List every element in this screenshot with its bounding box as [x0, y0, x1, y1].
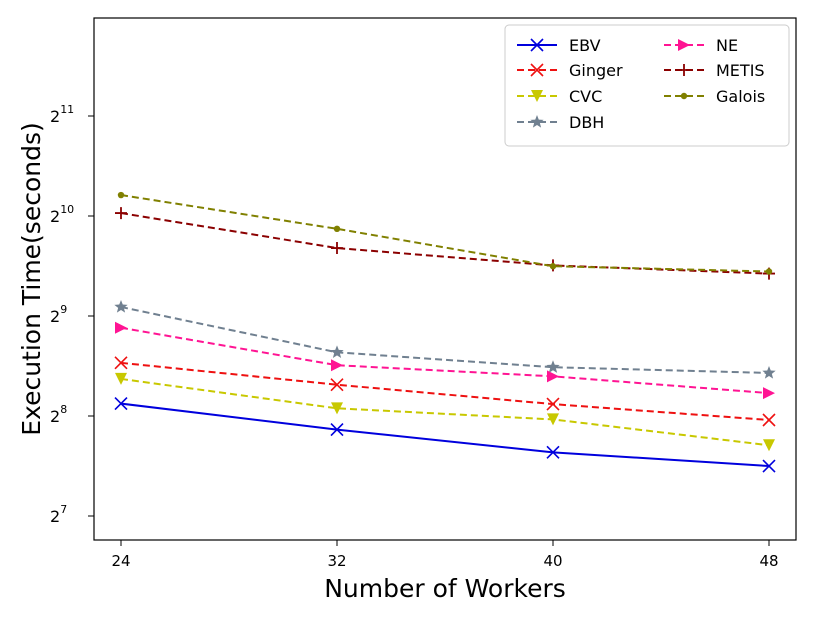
series-line-dbh — [120, 306, 770, 374]
legend-marker-ebv — [530, 38, 544, 52]
data-point-ebv — [546, 445, 560, 459]
data-point-cvc — [331, 402, 343, 415]
legend-marker-galois — [680, 92, 688, 100]
data-point-galois — [333, 225, 341, 233]
data-point-ne — [763, 387, 775, 400]
legend-label-ne: NE — [716, 36, 738, 55]
legend-marker-ginger — [530, 63, 544, 77]
y-tick-exponent: 7 — [60, 503, 67, 516]
series-galois — [117, 191, 773, 275]
y-tick-exponent: 11 — [60, 103, 74, 116]
data-point-ne — [115, 321, 127, 334]
data-point-galois — [117, 191, 125, 199]
legend-items: EBV Ginger CVC DBH NE METIS Galois — [517, 36, 765, 132]
y-tick-label: 29 — [50, 303, 67, 326]
y-tick-label: 28 — [50, 403, 67, 426]
data-point-ne — [547, 370, 559, 383]
data-point-ebv — [114, 397, 128, 411]
series-line-ginger — [120, 361, 770, 421]
y-tick-label: 210 — [50, 203, 74, 226]
data-point-metis — [331, 242, 343, 255]
legend-label-dbh: DBH — [569, 113, 604, 132]
data-point-dbh — [762, 365, 776, 379]
data-point-dbh — [330, 345, 344, 358]
data-point-metis — [115, 207, 127, 220]
series-ebv — [114, 397, 776, 473]
data-point-dbh — [114, 299, 128, 313]
x-tick-label: 40 — [543, 552, 562, 570]
data-point-galois — [549, 263, 557, 270]
series-line-ebv — [120, 402, 770, 468]
legend-label-ginger: Ginger — [569, 61, 623, 80]
series-ne — [115, 321, 775, 400]
y-tick-base: 2 — [50, 207, 60, 226]
legend-label-ebv: EBV — [569, 36, 601, 55]
data-point-cvc — [115, 372, 127, 385]
data-point-galois — [765, 268, 773, 275]
data-point-ginger — [114, 356, 128, 370]
y-tick-label: 211 — [50, 103, 74, 126]
data-point-ginger — [762, 413, 776, 427]
x-tick-label: 32 — [327, 552, 346, 570]
legend-marker-cvc — [531, 90, 543, 102]
data-point-ne — [331, 359, 343, 372]
y-tick-exponent: 9 — [60, 303, 67, 316]
y-tick-base: 2 — [50, 507, 60, 526]
legend-marker-dbh — [530, 115, 544, 128]
legend-label-cvc: CVC — [569, 87, 602, 106]
data-point-dbh — [546, 360, 560, 373]
legend: EBV Ginger CVC DBH NE METIS Galois — [504, 24, 790, 147]
data-point-cvc — [763, 439, 775, 452]
legend-box — [504, 24, 790, 147]
y-tick-base: 2 — [50, 107, 60, 126]
y-tick-base: 2 — [50, 407, 60, 426]
y-axis-label: Execution Time(seconds) — [17, 122, 46, 436]
y-tick-label: 27 — [50, 503, 67, 526]
legend-marker-metis — [678, 64, 690, 76]
data-point-cvc — [547, 413, 559, 426]
y-tick-base: 2 — [50, 307, 60, 326]
legend-marker-ne — [678, 39, 690, 51]
series-line-ne — [120, 326, 770, 395]
series-cvc — [115, 372, 775, 452]
legend-label-galois: Galois — [716, 87, 765, 106]
x-tick-label: 48 — [759, 552, 778, 570]
data-point-ginger — [546, 397, 560, 411]
y-tick-exponent: 8 — [60, 403, 67, 416]
series-ginger — [114, 356, 776, 427]
series-line-galois — [120, 194, 770, 273]
x-tick-label: 24 — [111, 552, 130, 570]
series-dbh — [114, 299, 776, 379]
series-line-cvc — [120, 377, 770, 447]
data-point-ebv — [762, 459, 776, 473]
x-axis-label: Number of Workers — [324, 574, 566, 603]
data-point-ginger — [330, 378, 344, 392]
series-layer — [114, 191, 776, 473]
data-point-ebv — [330, 423, 344, 437]
y-tick-exponent: 10 — [60, 203, 74, 216]
legend-label-metis: METIS — [716, 61, 765, 80]
